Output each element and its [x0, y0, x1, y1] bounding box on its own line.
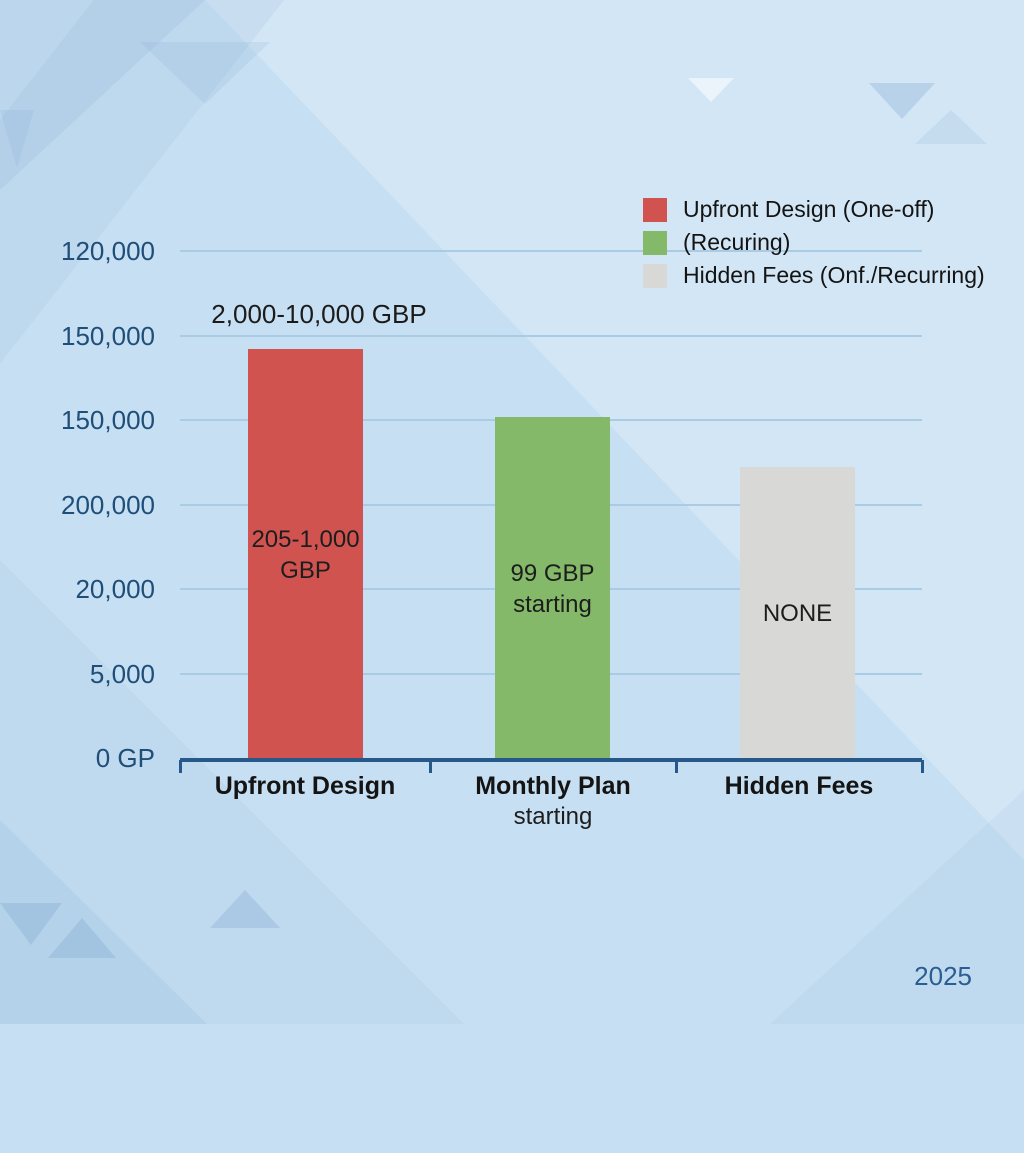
- bar-inner-line: 205-1,000: [251, 525, 360, 553]
- bar-upfront-design: 205-1,000 GBP: [248, 349, 363, 760]
- x-category-main: Upfront Design: [214, 772, 396, 800]
- bar-inner-line: NONE: [762, 600, 833, 627]
- bar-inner-label: NONE: [763, 598, 832, 629]
- bar-inner-label: 99 GBP starting: [510, 558, 594, 620]
- gridline: [180, 334, 922, 337]
- x-category-sub: starting: [513, 803, 593, 830]
- x-category-main: Monthly Plan: [475, 772, 631, 800]
- x-category-label: Monthly Plan starting: [393, 772, 713, 831]
- decor-triangle: [0, 110, 34, 168]
- legend-label: Upfront Design (One-off): [683, 196, 935, 222]
- legend-label: (Recuring): [683, 229, 791, 255]
- legend-swatch: [643, 197, 667, 222]
- y-tick-label: 0 GP: [95, 743, 155, 773]
- bar-hidden-fees: NONE: [740, 467, 855, 760]
- legend-swatch: [643, 230, 667, 255]
- legend: Upfront Design (One-off) (Recuring) Hidden…: [643, 193, 985, 292]
- x-category-label: Upfront Design: [145, 772, 465, 801]
- annotation-upfront-range: 2,000-10,000 GBP: [211, 299, 427, 329]
- y-tick-label: 20,000: [75, 574, 155, 604]
- decor-triangle: [48, 918, 116, 958]
- decor-triangle: [210, 890, 280, 928]
- x-category-main: Hidden Fees: [724, 772, 874, 800]
- bar-inner-line: 99 GBP: [510, 559, 595, 587]
- y-tick-label: 5,000: [89, 658, 155, 689]
- y-tick-label: 150,000: [61, 405, 155, 435]
- x-tick: [921, 760, 924, 773]
- decor-triangle: [915, 110, 987, 144]
- decor-triangle: [140, 42, 270, 104]
- x-category-label: Hidden Fees: [639, 772, 959, 801]
- year-label: 2025: [914, 961, 972, 991]
- decor-triangle: [0, 903, 62, 945]
- bar-inner-line: GBP: [280, 556, 331, 584]
- bar-monthly-plan-starting: 99 GBP starting: [495, 417, 610, 760]
- x-tick: [675, 760, 678, 773]
- gridline: [180, 250, 922, 252]
- y-tick-label: 120,000: [61, 236, 155, 266]
- bar-inner-line: starting: [513, 590, 592, 618]
- legend-item: Hidden Fees (Onf./Recurring): [643, 259, 985, 292]
- y-tick-label: 150,000: [61, 320, 155, 351]
- x-tick: [179, 760, 182, 773]
- legend-label: Hidden Fees (Onf./Recurring): [683, 262, 985, 288]
- legend-item: Upfront Design (One-off): [643, 193, 985, 226]
- decor-highlight-triangle: [688, 78, 734, 102]
- y-tick-label: 200,000: [61, 489, 155, 520]
- bar-inner-label: 205-1,000 GBP: [251, 524, 359, 586]
- x-axis-line: [180, 758, 922, 762]
- x-tick: [429, 760, 432, 773]
- legend-swatch: [643, 263, 667, 288]
- legend-item: (Recuring): [643, 226, 985, 259]
- decor-triangle: [869, 83, 935, 119]
